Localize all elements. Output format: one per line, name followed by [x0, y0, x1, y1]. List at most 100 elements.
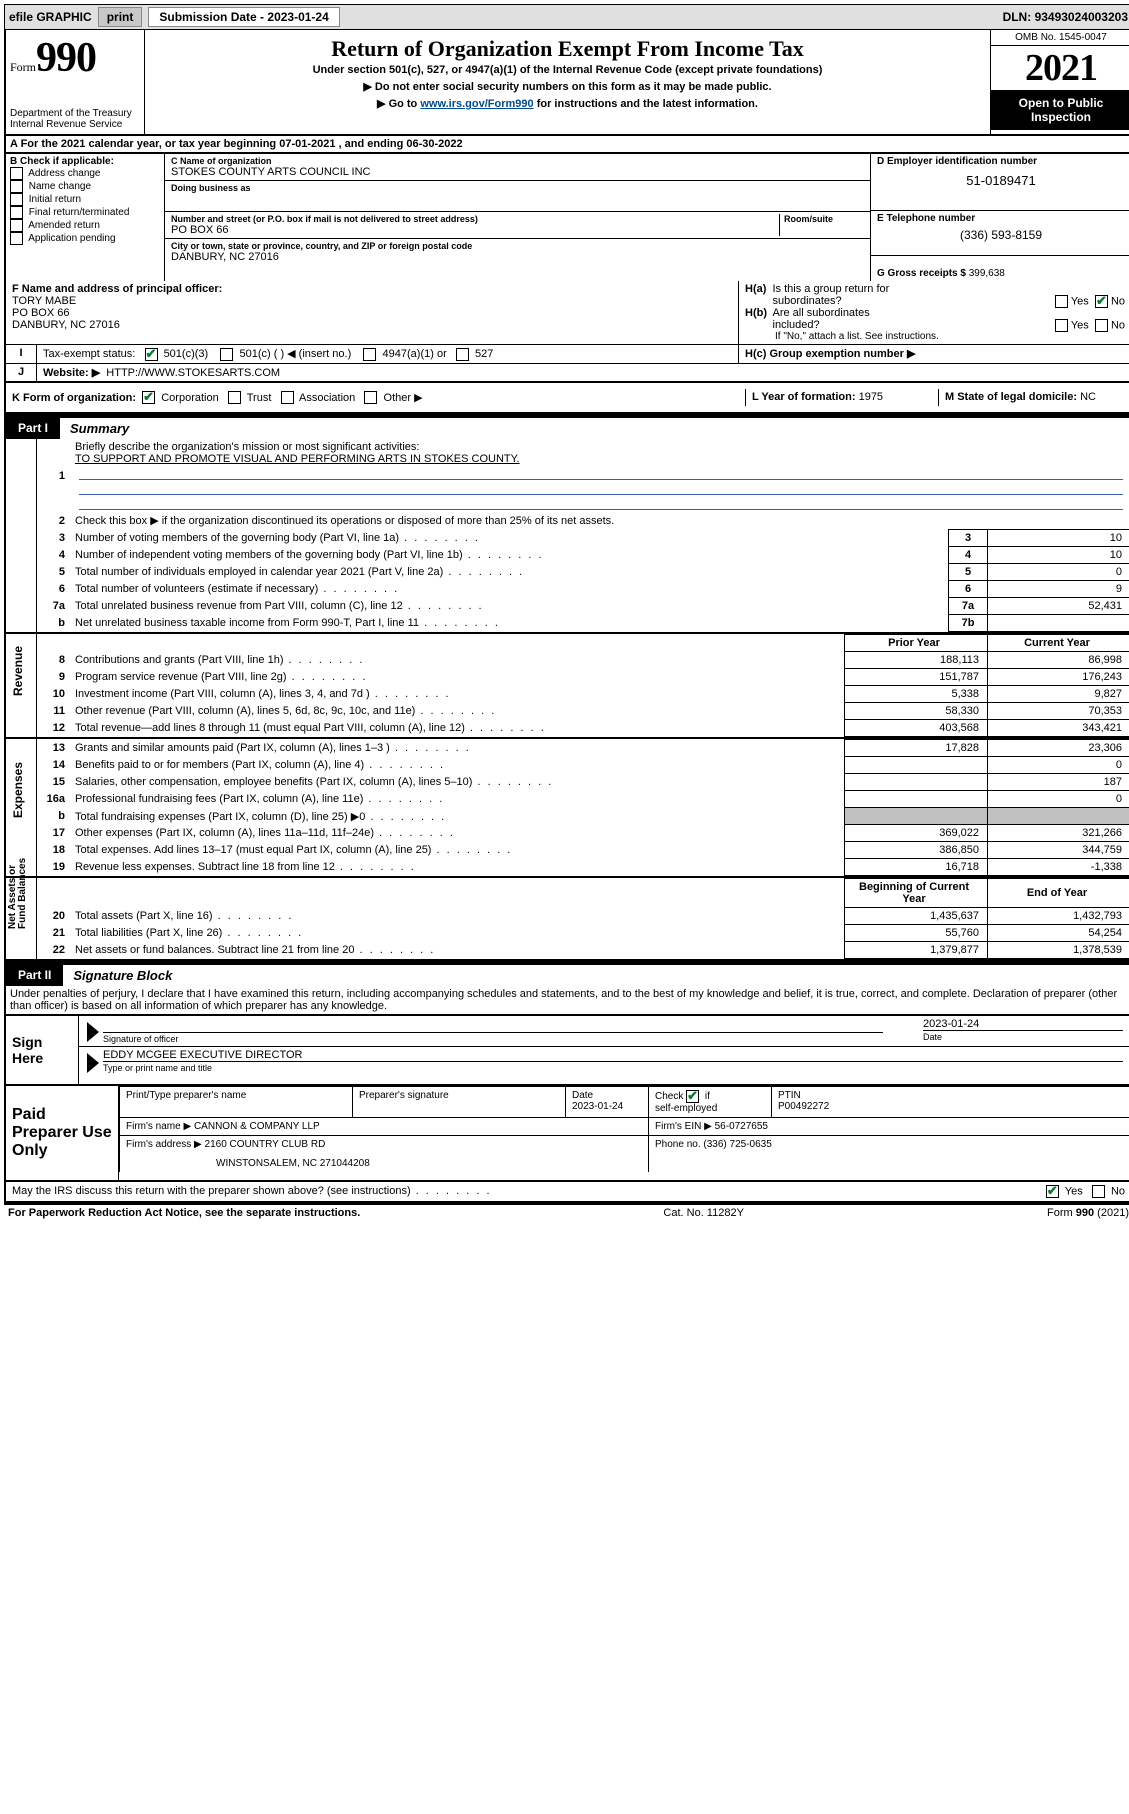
prep-date-label: Date	[572, 1090, 593, 1101]
prep-name-label: Print/Type preparer's name	[126, 1090, 246, 1101]
colb-checkbox[interactable]	[10, 206, 23, 219]
colb-checkbox[interactable]	[10, 180, 23, 193]
firm-ein-label: Firm's EIN ▶	[655, 1121, 712, 1132]
h-a: H(a) Is this a group return for subordin…	[745, 283, 1125, 307]
colb-checkbox[interactable]	[10, 219, 23, 232]
mission-text: TO SUPPORT AND PROMOTE VISUAL AND PERFOR…	[75, 453, 520, 465]
form-subtitle-3: ▶ Go to www.irs.gov/Form990 for instruct…	[151, 97, 984, 110]
paid-preparer-block: Paid Preparer Use Only Print/Type prepar…	[4, 1086, 1129, 1182]
gov-line: 3Number of voting members of the governi…	[37, 530, 1129, 547]
col-boy: Beginning of Current Year	[845, 879, 988, 908]
summary-line: 18Total expenses. Add lines 13–17 (must …	[37, 842, 1129, 859]
col-b-checkboxes: B Check if applicable: Address change Na…	[6, 154, 165, 281]
vlabel-netassets: Net Assets orFund Balances	[8, 909, 28, 929]
assoc-checkbox[interactable]	[281, 391, 294, 404]
phone-label: Phone no.	[655, 1139, 701, 1150]
gov-line: 6Total number of volunteers (estimate if…	[37, 581, 1129, 598]
summary-line: 12Total revenue—add lines 8 through 11 (…	[37, 720, 1129, 737]
website-url[interactable]: HTTP://WWW.STOKESARTS.COM	[106, 367, 280, 379]
h-c: H(c) Group exemption number ▶	[739, 345, 1129, 363]
self-employed-cell: Check ifself-employed	[649, 1087, 772, 1118]
col-b-header: B Check if applicable:	[10, 156, 160, 167]
gov-line: bNet unrelated business taxable income f…	[37, 615, 1129, 632]
firm-addr2: WINSTONSALEM, NC 271044208	[126, 1158, 642, 1169]
q1-label: Briefly describe the organization's miss…	[75, 441, 419, 453]
501c-checkbox[interactable]	[220, 348, 233, 361]
vlabel-expenses: Expenses	[11, 798, 25, 818]
form-header: Form990 Department of the Treasury Inter…	[4, 30, 1129, 136]
part-1-body: Activities & Governance 1 Briefly descri…	[4, 439, 1129, 961]
officer-printed-name: EDDY MCGEE EXECUTIVE DIRECTOR	[103, 1049, 1123, 1061]
summary-line: 13Grants and similar amounts paid (Part …	[37, 740, 1129, 757]
summary-line: bTotal fundraising expenses (Part IX, co…	[37, 808, 1129, 825]
footer-right: Form 990 (2021)	[1047, 1207, 1129, 1219]
colb-checkbox[interactable]	[10, 232, 23, 245]
colb-checkbox[interactable]	[10, 167, 23, 180]
prep-sig-label: Preparer's signature	[359, 1090, 449, 1101]
sign-date: 2023-01-24	[923, 1018, 1123, 1030]
row-klm: K Form of organization: Corporation Trus…	[4, 383, 1129, 415]
summary-line: 20Total assets (Part X, line 16)1,435,63…	[37, 908, 1129, 925]
city-cell: City or town, state or province, country…	[165, 239, 870, 265]
principal-officer-label: F Name and address of principal officer:	[12, 283, 732, 295]
discuss-row: May the IRS discuss this return with the…	[4, 1182, 1129, 1203]
colb-checkbox[interactable]	[10, 193, 23, 206]
vlabel-governance: Activities & Governance	[0, 526, 128, 546]
dba-cell: Doing business as	[165, 181, 870, 212]
summary-line: 22Net assets or fund balances. Subtract …	[37, 942, 1129, 959]
row-f-h: F Name and address of principal officer:…	[4, 281, 1129, 345]
row-a-tax-year: A For the 2021 calendar year, or tax yea…	[4, 136, 1129, 154]
print-button[interactable]: print	[98, 7, 143, 27]
org-name-cell: C Name of organization STOKES COUNTY ART…	[165, 154, 870, 181]
trust-checkbox[interactable]	[228, 391, 241, 404]
officer-addr1: PO BOX 66	[12, 307, 732, 319]
discuss-no-checkbox[interactable]	[1092, 1185, 1105, 1198]
gov-line: 4Number of independent voting members of…	[37, 547, 1129, 564]
page-footer: For Paperwork Reduction Act Notice, see …	[4, 1203, 1129, 1221]
firm-addr-label: Firm's address ▶	[126, 1139, 202, 1150]
501c3-checkbox[interactable]	[145, 348, 158, 361]
dln-label: DLN: 93493024003203	[1003, 10, 1128, 24]
self-employed-checkbox[interactable]	[686, 1090, 699, 1103]
hb-note: If "No," attach a list. See instructions…	[745, 331, 1125, 342]
other-checkbox[interactable]	[364, 391, 377, 404]
hb-no-checkbox[interactable]	[1095, 319, 1108, 332]
q2-label: Check this box ▶ if the organization dis…	[71, 512, 1129, 529]
dept-treasury: Department of the Treasury	[10, 108, 140, 119]
row-i: I Tax-exempt status: 501(c)(3) 501(c) ( …	[4, 345, 1129, 364]
phone-value: (336) 725-0635	[703, 1139, 771, 1150]
sign-here-block: Sign Here Signature of officer 2023-01-2…	[4, 1016, 1129, 1086]
gov-line: 7aTotal unrelated business revenue from …	[37, 598, 1129, 615]
ha-no-checkbox[interactable]	[1095, 295, 1108, 308]
ha-yes-checkbox[interactable]	[1055, 295, 1068, 308]
summary-line: 9Program service revenue (Part VIII, lin…	[37, 669, 1129, 686]
irs-label: Internal Revenue Service	[10, 119, 140, 130]
col-prior-year: Prior Year	[845, 635, 988, 652]
hb-yes-checkbox[interactable]	[1055, 319, 1068, 332]
corp-checkbox[interactable]	[142, 391, 155, 404]
summary-line: 15Salaries, other compensation, employee…	[37, 774, 1129, 791]
year-formation: L Year of formation: 1975	[745, 389, 938, 407]
firm-name: CANNON & COMPANY LLP	[194, 1121, 320, 1132]
h-b: H(b) Are all subordinates included? Yes …	[745, 307, 1125, 331]
sign-date-label: Date	[923, 1030, 1123, 1042]
4947-checkbox[interactable]	[363, 348, 376, 361]
summary-line: 19Revenue less expenses. Subtract line 1…	[37, 859, 1129, 876]
officer-name: TORY MABE	[12, 295, 732, 307]
colb-item: Initial return	[10, 193, 160, 206]
gov-line: 5Total number of individuals employed in…	[37, 564, 1129, 581]
officer-addr2: DANBURY, NC 27016	[12, 319, 732, 331]
part-2-header: Part II Signature Block	[4, 961, 1129, 986]
identity-block: B Check if applicable: Address change Na…	[4, 154, 1129, 281]
caret-icon	[87, 1022, 99, 1042]
efile-topbar: efile GRAPHIC print Submission Date - 20…	[4, 4, 1129, 30]
form-subtitle-2: ▶ Do not enter social security numbers o…	[151, 80, 984, 93]
527-checkbox[interactable]	[456, 348, 469, 361]
address-cell: Number and street (or P.O. box if mail i…	[165, 212, 870, 239]
colb-item: Amended return	[10, 219, 160, 232]
irs-link[interactable]: www.irs.gov/Form990	[420, 98, 533, 110]
printed-name-label: Type or print name and title	[103, 1061, 1123, 1073]
discuss-yes-checkbox[interactable]	[1046, 1185, 1059, 1198]
row-j: J Website: ▶ HTTP://WWW.STOKESARTS.COM	[4, 364, 1129, 383]
summary-line: 14Benefits paid to or for members (Part …	[37, 757, 1129, 774]
